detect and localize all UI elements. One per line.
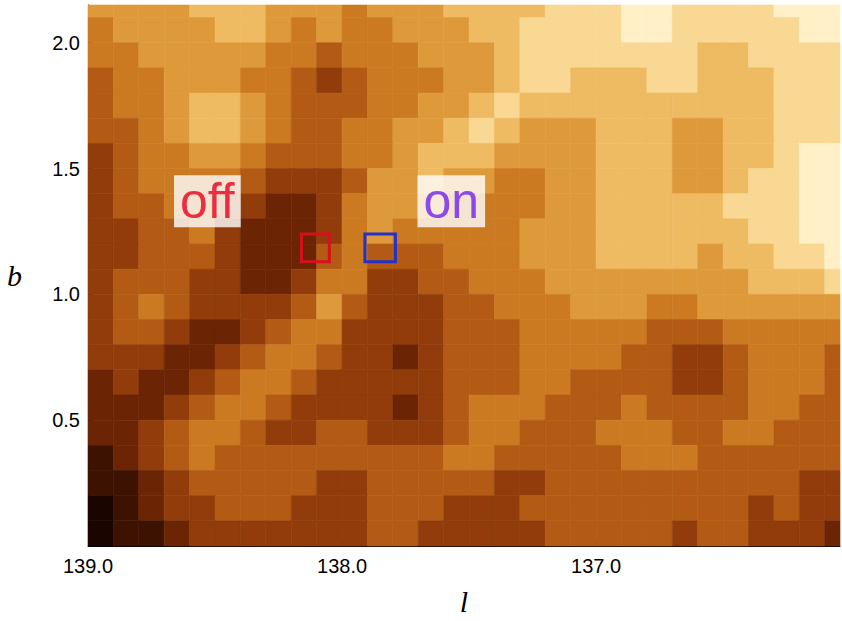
svg-text:l: l: [460, 585, 468, 618]
svg-text:139.0: 139.0: [63, 555, 113, 577]
svg-text:137.0: 137.0: [571, 555, 621, 577]
svg-text:138.0: 138.0: [317, 555, 367, 577]
svg-text:1.5: 1.5: [52, 158, 80, 180]
svg-text:off: off: [180, 173, 235, 229]
svg-text:0.5: 0.5: [52, 409, 80, 431]
svg-text:b: b: [7, 259, 22, 292]
svg-text:1.0: 1.0: [52, 283, 80, 305]
svg-text:on: on: [423, 173, 479, 229]
svg-text:2.0: 2.0: [52, 32, 80, 54]
